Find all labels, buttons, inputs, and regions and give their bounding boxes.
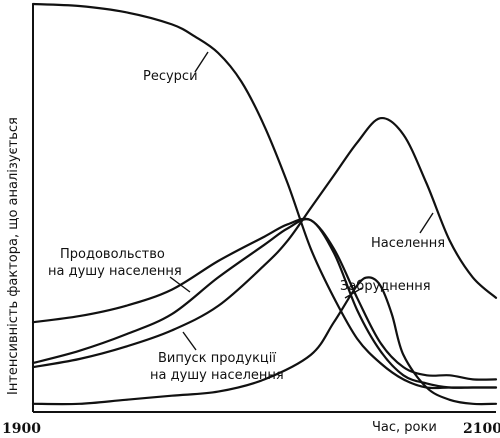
series-line-0 [31, 2, 498, 390]
curves-group [31, 2, 498, 406]
population-leader [419, 212, 434, 234]
label-food-line2: на душу населення [48, 264, 182, 279]
pollution-leader [344, 287, 363, 299]
label-food-line1: Продовольство [60, 247, 165, 262]
label-output-line1: Випуск продукції [158, 351, 276, 366]
label-pollution: Забруднення [340, 279, 431, 294]
series-line-3 [31, 218, 498, 389]
label-output-line2: на душу населення [150, 368, 284, 383]
x-tick-start: 1900 [2, 421, 41, 437]
series-line-4 [31, 276, 498, 406]
label-population: Населення [371, 236, 445, 251]
output-leader [182, 331, 197, 351]
series-line-1 [31, 116, 498, 369]
x-axis-label: Час, роки [372, 420, 437, 435]
food-leader [169, 276, 191, 293]
label-resources: Ресурси [143, 69, 198, 84]
x-tick-end: 2100 [463, 421, 500, 437]
resources-leader [194, 51, 209, 73]
y-axis-label: Інтенсивність фактора, що аналізується [6, 117, 21, 395]
